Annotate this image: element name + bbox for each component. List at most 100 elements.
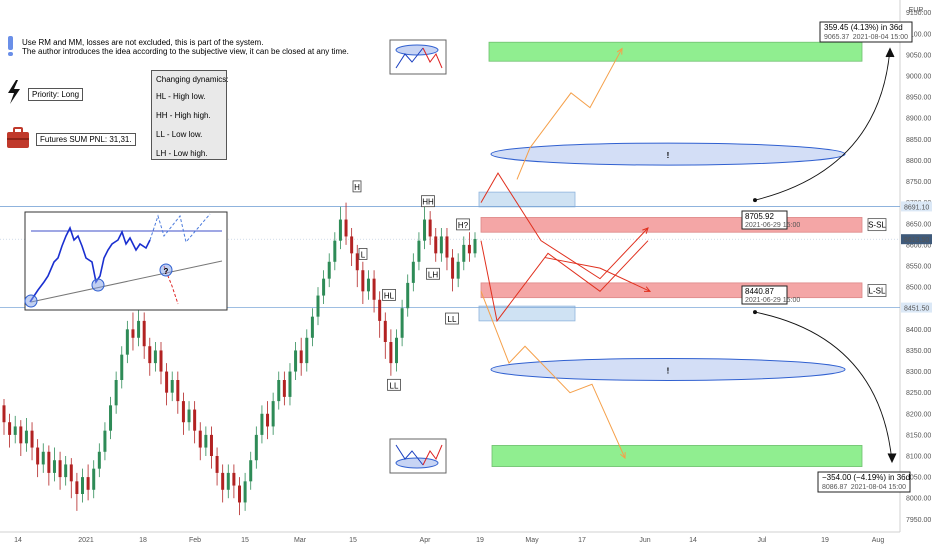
inset-down-scenario-ellipse bbox=[395, 457, 439, 469]
pattern-label-box bbox=[426, 267, 440, 280]
candle-body bbox=[383, 320, 387, 342]
candle-body bbox=[209, 434, 213, 456]
x-tick-label: 14 bbox=[14, 537, 22, 544]
info-icon bbox=[8, 36, 13, 50]
trend-inset-touch bbox=[24, 294, 38, 308]
l-sl-tag bbox=[867, 284, 887, 297]
pattern-label-box bbox=[358, 248, 368, 260]
candle-body bbox=[52, 460, 56, 473]
y-tick-label: 8200.00 bbox=[906, 411, 931, 418]
candle-body bbox=[187, 409, 191, 423]
candle-body bbox=[294, 350, 298, 372]
upper-anchor-date: 2021-06-29 15:00 bbox=[745, 222, 800, 229]
candle-body bbox=[64, 464, 68, 478]
candle-body bbox=[322, 278, 326, 296]
y-tick-label: 8650.00 bbox=[906, 221, 931, 228]
upper-anchor-price: 8705.92 bbox=[745, 212, 774, 221]
inset-up-scenario-frame bbox=[389, 39, 447, 75]
pattern-label: LH bbox=[428, 270, 438, 279]
candles-group bbox=[2, 202, 477, 516]
candle-body bbox=[131, 329, 135, 338]
candle-body bbox=[176, 380, 180, 402]
inset-up-scenario-blue bbox=[395, 47, 424, 69]
y-tick-label: 8900.00 bbox=[906, 116, 931, 123]
pattern-label: LL bbox=[448, 315, 457, 324]
briefcase-icon bbox=[7, 127, 29, 148]
candle-body bbox=[19, 426, 23, 444]
bull-path-upper bbox=[480, 172, 649, 280]
y-tick-label: 8000.00 bbox=[906, 496, 931, 503]
y-tick-label: 8800.00 bbox=[906, 158, 931, 165]
lower-anchor-date: 2021-06-29 15:00 bbox=[745, 297, 800, 304]
bull-extension-path-head bbox=[616, 47, 623, 55]
lower-target-zone bbox=[491, 445, 863, 467]
dynamics-legend: Changing dynamics: HL - High low. HH - H… bbox=[151, 70, 229, 160]
x-tick-label: Jun bbox=[639, 537, 650, 544]
candle-body bbox=[204, 434, 208, 448]
pattern-label-box bbox=[387, 378, 401, 391]
candle-body bbox=[338, 219, 342, 241]
lightning-icon bbox=[8, 80, 20, 104]
support-price-tag: 8451.50 bbox=[904, 306, 929, 313]
candle-body bbox=[215, 456, 219, 473]
candle-body bbox=[299, 350, 303, 364]
candle-body bbox=[8, 422, 12, 435]
dynamics-item: LH - Low high. bbox=[156, 149, 208, 158]
candle-body bbox=[451, 257, 455, 279]
upper-projection-frame bbox=[819, 21, 913, 43]
candle-body bbox=[445, 236, 449, 258]
trend-inset-question: ? bbox=[164, 267, 169, 276]
trend-inset-price bbox=[29, 225, 151, 303]
candle-body bbox=[36, 447, 40, 465]
candle-body bbox=[114, 380, 118, 406]
candle-body bbox=[350, 236, 354, 254]
y-tick-label: 8850.00 bbox=[906, 137, 931, 144]
candle-body bbox=[249, 460, 253, 482]
pattern-label: HL bbox=[384, 291, 395, 300]
candle-body bbox=[316, 295, 320, 317]
candle-body bbox=[97, 451, 101, 469]
candle-body bbox=[170, 380, 174, 393]
upper-projection-value: 359.45 (4.13%) in 36d bbox=[824, 23, 903, 32]
candle-body bbox=[310, 316, 314, 338]
l-sl-zone bbox=[480, 282, 863, 299]
candle-body bbox=[24, 430, 28, 444]
l-sl-label: L-SL bbox=[869, 286, 886, 295]
s-sl-label: S-SL bbox=[868, 221, 886, 230]
lower-measure-curve bbox=[754, 311, 893, 462]
inset-down-scenario-blue bbox=[395, 444, 424, 466]
pattern-label-box bbox=[382, 288, 396, 301]
last-price-tag: 8613.50 bbox=[904, 237, 929, 244]
y-tick-label: 9050.00 bbox=[906, 52, 931, 59]
dynamics-item: HL - High low. bbox=[156, 92, 206, 101]
trend-inset-support bbox=[30, 260, 223, 303]
candle-body bbox=[238, 485, 241, 503]
x-tick-label: Aug bbox=[872, 537, 885, 544]
upper-anchor-frame bbox=[741, 210, 788, 230]
candle-body bbox=[439, 236, 443, 254]
candle-body bbox=[41, 451, 45, 465]
bull-extension-path bbox=[516, 48, 623, 180]
x-tick-label: 15 bbox=[349, 537, 357, 544]
y-tick-label: 8950.00 bbox=[906, 95, 931, 102]
candle-body bbox=[355, 253, 359, 271]
x-tick-label: 2021 bbox=[78, 537, 94, 544]
y-tick-label: 8350.00 bbox=[906, 348, 931, 355]
candle-body bbox=[395, 337, 398, 364]
dynamics-title: Changing dynamics: bbox=[156, 75, 229, 84]
lower-projection-frame bbox=[817, 471, 911, 493]
candle-body bbox=[260, 413, 264, 435]
y-tick-label: 8550.00 bbox=[906, 264, 931, 271]
trend-inset-frame bbox=[24, 211, 228, 311]
pattern-label: LL bbox=[390, 381, 399, 390]
dynamics-item: HH - High high. bbox=[156, 111, 211, 120]
lower-projection-price: 8086.87 bbox=[822, 484, 847, 491]
candle-body bbox=[226, 472, 230, 490]
y-tick-label: 9000.00 bbox=[906, 74, 931, 81]
candle-body bbox=[423, 219, 427, 241]
bear-extension-path-head bbox=[620, 452, 626, 460]
candle-body bbox=[243, 481, 247, 503]
highlight-ellipse bbox=[490, 142, 846, 166]
